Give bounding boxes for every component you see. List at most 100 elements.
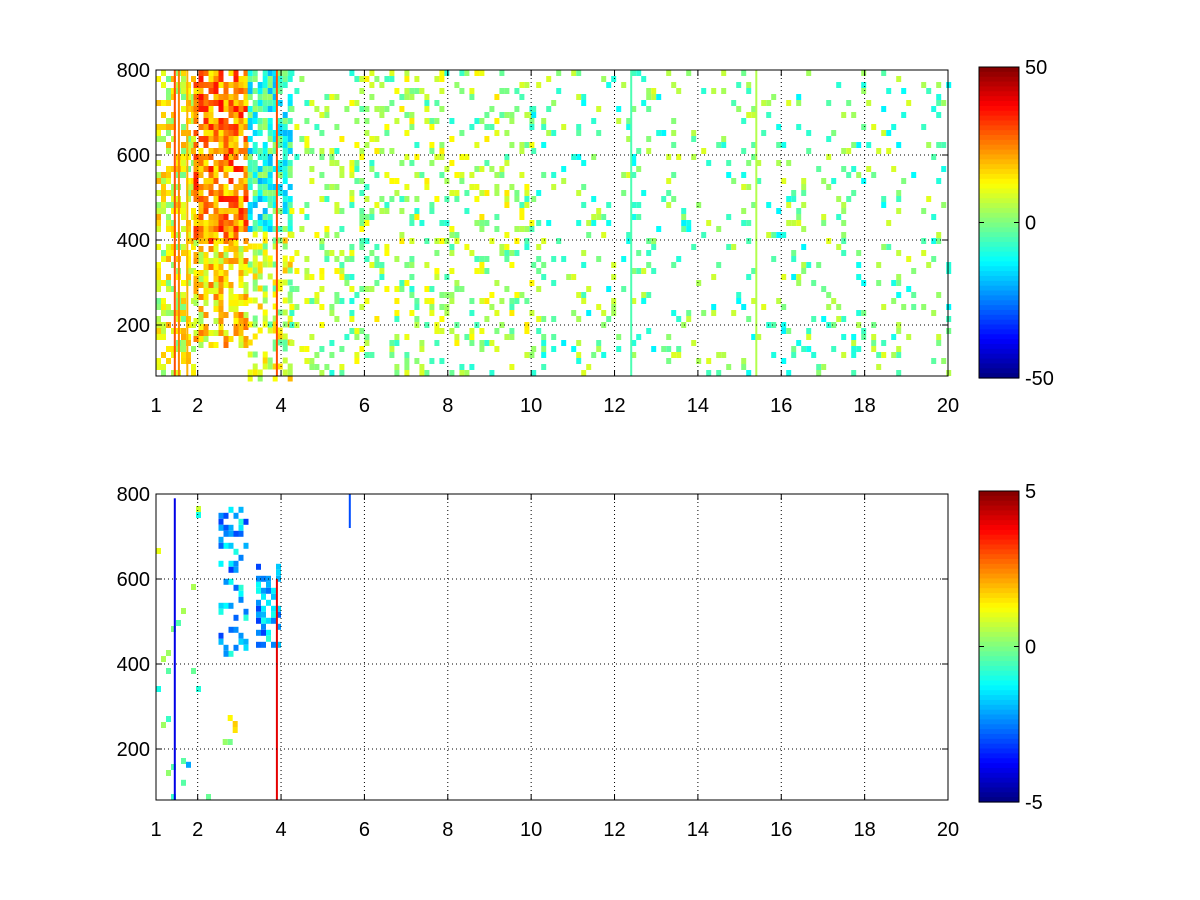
- heatmap-cell: [561, 178, 567, 184]
- heatmap-cell: [262, 82, 268, 88]
- heatmap-cell: [257, 226, 263, 232]
- heatmap-cell: [262, 94, 268, 100]
- heatmap-cell: [247, 208, 253, 214]
- heatmap-cell: [223, 258, 229, 264]
- heatmap-cell: [294, 286, 300, 292]
- x-tick-label: 10: [520, 819, 542, 841]
- heatmap-cell: [272, 339, 278, 346]
- heatmap-cell: [282, 178, 288, 184]
- heatmap-cell: [208, 220, 214, 226]
- heatmap-cell: [203, 118, 209, 124]
- heatmap-cell: [243, 82, 249, 88]
- heatmap-cell: [282, 309, 288, 316]
- heatmap-cell: [198, 190, 204, 196]
- heatmap-cell: [161, 124, 166, 130]
- heatmap-cell: [267, 82, 273, 88]
- heatmap-cell: [256, 575, 261, 582]
- heatmap-cell: [289, 310, 295, 316]
- heatmap-cell: [736, 292, 742, 298]
- heatmap-cell: [213, 288, 219, 294]
- heatmap-cell: [591, 214, 597, 220]
- colorbar-swatch: [979, 593, 1019, 599]
- heatmap-cell: [334, 94, 340, 100]
- heatmap-cell: [484, 316, 490, 322]
- heatmap-cell: [536, 316, 542, 322]
- heatmap-cell: [504, 334, 510, 340]
- heatmap-cell: [656, 226, 662, 232]
- heatmap-cell: [359, 346, 365, 352]
- heatmap-cell: [203, 112, 209, 118]
- heatmap-cell: [277, 118, 283, 124]
- heatmap-cell: [218, 160, 224, 166]
- heatmap-cell: [238, 270, 244, 276]
- heatmap-cell: [262, 160, 268, 166]
- heatmap-cell: [751, 106, 757, 112]
- heatmap-cell: [474, 166, 480, 172]
- heatmap-cell: [469, 340, 475, 346]
- heatmap-cell: [262, 142, 268, 148]
- heatmap-cell: [464, 190, 470, 196]
- heatmap-cell: [404, 76, 410, 82]
- colorbar-swatch: [979, 144, 1019, 151]
- heatmap-cell: [801, 226, 807, 232]
- heatmap-cell: [181, 82, 186, 88]
- heatmap-cell: [551, 334, 557, 340]
- heatmap-cell: [881, 130, 887, 136]
- heatmap-cell: [272, 196, 278, 202]
- heatmap-cell: [901, 112, 907, 118]
- heatmap-cell: [186, 148, 191, 154]
- heatmap-cell: [252, 118, 258, 124]
- heatmap-cell: [186, 130, 191, 136]
- heatmap-cell: [218, 324, 224, 330]
- heatmap-cell: [282, 237, 288, 244]
- x-tick-label: 18: [854, 395, 876, 417]
- colorbar-swatch: [979, 534, 1019, 541]
- heatmap-cell: [213, 246, 219, 252]
- heatmap-cell: [354, 166, 360, 172]
- heatmap-streak: [630, 70, 633, 376]
- heatmap-cell: [856, 322, 862, 328]
- colorbar-swatch: [979, 305, 1019, 311]
- heatmap-cell: [186, 268, 191, 274]
- heatmap-cell: [364, 298, 370, 304]
- heatmap-cell: [404, 262, 410, 268]
- heatmap-cell: [409, 220, 415, 226]
- heatmap-cell: [294, 154, 300, 160]
- heatmap-cell: [203, 276, 209, 282]
- heatmap-cell: [429, 202, 435, 208]
- heatmap-cell: [811, 316, 817, 322]
- heatmap-cell: [524, 298, 530, 304]
- heatmap-cell: [208, 184, 214, 190]
- heatmap-cell: [166, 304, 171, 310]
- heatmap-cell: [314, 298, 320, 304]
- heatmap-cell: [247, 321, 253, 328]
- heatmap-cell: [198, 106, 204, 112]
- heatmap-cell: [394, 334, 400, 340]
- heatmap-cell: [419, 370, 425, 376]
- heatmap-cell: [581, 262, 587, 268]
- heatmap-cell: [701, 88, 707, 94]
- heatmap-cell: [186, 262, 191, 268]
- heatmap-cell: [218, 70, 224, 76]
- x-tick-label: 10: [520, 395, 542, 417]
- heatmap-cell: [414, 298, 420, 304]
- heatmap-cell: [414, 88, 420, 94]
- heatmap-cell: [686, 310, 692, 316]
- heatmap-streak: [275, 579, 278, 800]
- heatmap-cell: [781, 304, 787, 310]
- heatmap-cell: [439, 142, 445, 148]
- heatmap-cell: [238, 252, 244, 258]
- heatmap-cell: [666, 334, 672, 340]
- x-tick-label: 16: [770, 819, 792, 841]
- heatmap-cell: [696, 358, 702, 364]
- colorbar-swatch: [979, 193, 1019, 199]
- heatmap-cell: [243, 100, 249, 106]
- heatmap-cell: [218, 226, 224, 232]
- heatmap-cell: [261, 611, 266, 618]
- heatmap-cell: [193, 318, 199, 324]
- heatmap-cell: [238, 220, 244, 226]
- heatmap-cell: [424, 238, 430, 244]
- heatmap-cell: [576, 292, 582, 298]
- heatmap-cell: [257, 100, 263, 106]
- heatmap-cell: [404, 184, 410, 190]
